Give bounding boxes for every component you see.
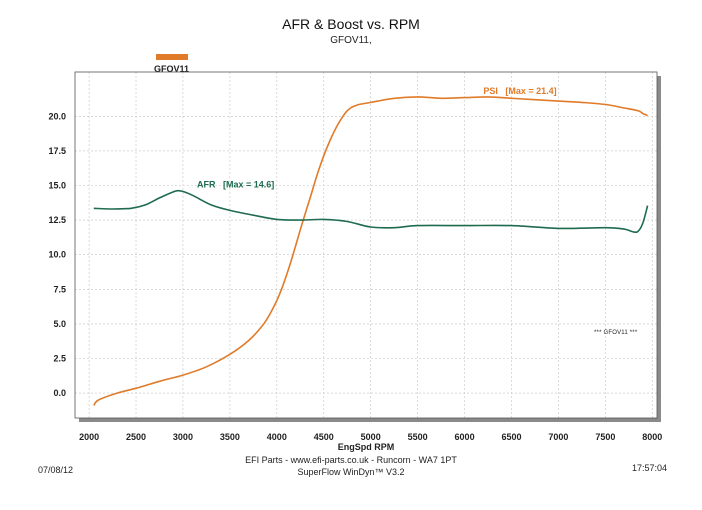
x-tick-label: 3500	[220, 432, 240, 442]
plot-background	[75, 72, 657, 418]
legend-label: GFOV11	[154, 64, 190, 74]
x-tick-label: 5500	[408, 432, 428, 442]
legend-swatch	[156, 54, 188, 60]
y-tick-label: 20.0	[48, 111, 66, 121]
x-tick-label: 2500	[126, 432, 146, 442]
chart-title: AFR & Boost vs. RPM	[282, 16, 420, 32]
x-tick-label: 8000	[642, 432, 662, 442]
series-annotation-afr: AFR [Max = 14.6]	[197, 180, 274, 190]
y-tick-label: 7.5	[53, 284, 66, 294]
y-tick-label: 12.5	[48, 215, 66, 225]
series-line-afr	[93, 189, 649, 234]
x-tick-label: 7000	[548, 432, 568, 442]
x-tick-label: 3000	[173, 432, 193, 442]
footer-software: SuperFlow WinDyn™ V3.2	[297, 467, 405, 477]
y-tick-label: 15.0	[48, 180, 66, 190]
plot-frame	[74, 71, 658, 419]
x-tick-label: 5000	[361, 432, 381, 442]
footer-company: EFI Parts - www.efi-parts.co.uk - Runcor…	[245, 455, 457, 465]
x-tick-label: 4000	[267, 432, 287, 442]
x-tick-label: 2000	[79, 432, 99, 442]
footer-time: 17:57:04	[632, 463, 668, 473]
y-tick-label: 17.5	[48, 146, 66, 156]
x-tick-label: 6000	[455, 432, 475, 442]
x-tick-label: 7500	[595, 432, 615, 442]
y-tick-label: 2.5	[53, 353, 66, 363]
y-tick-label: 0.0	[53, 388, 66, 398]
x-tick-label: 6500	[501, 432, 521, 442]
x-tick-label: 4500	[314, 432, 334, 442]
y-tick-label: 10.0	[48, 250, 66, 260]
series-annotation-psi: PSI [Max = 21.4]	[483, 86, 556, 96]
x-axis-label: EngSpd RPM	[338, 442, 395, 452]
footer-date: 07/08/12	[38, 465, 74, 475]
chart-subtitle: GFOV11,	[330, 35, 372, 46]
y-tick-label: 5.0	[53, 319, 66, 329]
series-line-psi	[93, 96, 648, 407]
watermark-label: *** GFOV11 ***	[594, 330, 638, 336]
